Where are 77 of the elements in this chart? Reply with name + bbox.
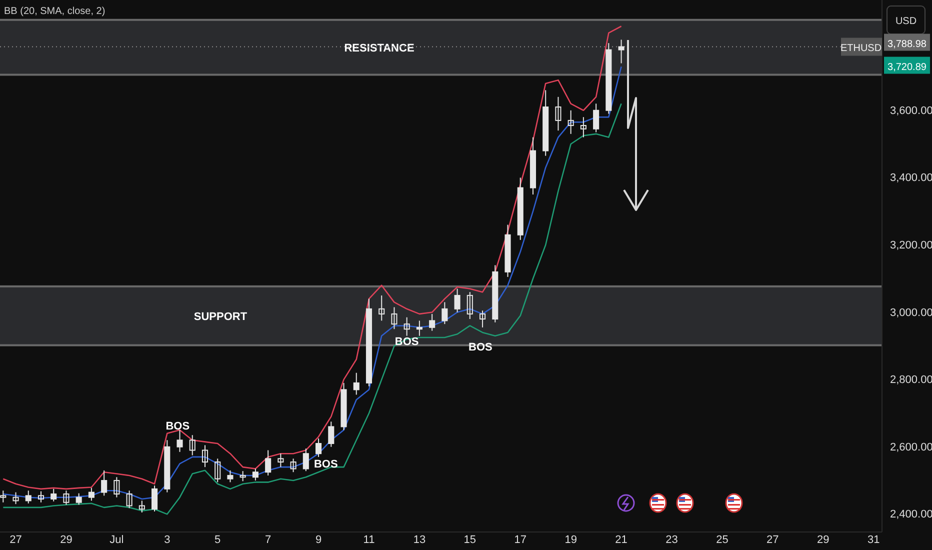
candlestick xyxy=(404,316,410,336)
text: USD xyxy=(895,16,917,27)
candlestick xyxy=(353,372,360,396)
candlestick xyxy=(466,292,473,320)
y-tick-label: 3,000.00 xyxy=(890,306,932,319)
y-tick-label: 2,600.00 xyxy=(890,441,932,454)
x-tick-label: 27 xyxy=(10,534,22,546)
x-tick-label: 23 xyxy=(666,534,678,546)
x-tick-label: 17 xyxy=(514,534,526,546)
x-tick-label: 31 xyxy=(867,534,880,546)
annotation: BOS xyxy=(314,458,338,471)
y-tick-label: 3,200.00 xyxy=(890,239,932,252)
candlestick xyxy=(189,434,196,456)
candlestick xyxy=(316,438,322,458)
candlestick xyxy=(555,96,562,132)
candlestick xyxy=(593,103,600,133)
annotation: BOS xyxy=(468,341,492,354)
candlestick xyxy=(76,492,82,506)
candlestick xyxy=(429,313,436,332)
annotation: BB (20, SMA, close, 2) xyxy=(4,6,106,17)
y-tick-label: 3,600.00 xyxy=(890,104,932,117)
annotation: BOS xyxy=(394,336,419,348)
x-tick-label: 27 xyxy=(766,534,779,546)
candlestick xyxy=(126,490,132,509)
candlestick xyxy=(416,320,422,336)
candlestick xyxy=(38,490,44,503)
candlestick xyxy=(88,487,94,502)
x-tick-label: 25 xyxy=(716,534,728,546)
candlestick xyxy=(290,458,296,473)
candlestick xyxy=(454,288,460,313)
candlestick xyxy=(63,490,70,506)
x-tick-label: Jul xyxy=(110,534,124,546)
candlestick xyxy=(101,470,108,496)
candlestick xyxy=(25,490,32,504)
y-tick-label: 2,400.00 xyxy=(890,508,932,521)
x-tick-label: 9 xyxy=(315,534,322,546)
annotation: ETHUSD xyxy=(840,42,882,54)
candlestick xyxy=(265,450,272,476)
text: 3,720.89 xyxy=(888,62,927,73)
x-tick-label: 29 xyxy=(817,534,830,546)
candlestick xyxy=(227,470,234,483)
candlestick xyxy=(152,485,158,512)
band-label: SUPPORT xyxy=(194,310,248,323)
candlestick xyxy=(328,421,334,448)
candlestick xyxy=(378,294,385,322)
candlestick xyxy=(580,116,586,138)
x-tick-label: 15 xyxy=(464,534,476,546)
x-tick-label: 7 xyxy=(265,534,272,546)
x-tick-label: 13 xyxy=(413,534,426,546)
text: 3,788.98 xyxy=(888,38,927,50)
candlestick xyxy=(50,488,57,502)
candlestick xyxy=(176,430,183,452)
y-tick-label: 3,400.00 xyxy=(890,172,932,184)
candlestick xyxy=(214,458,221,483)
candlestick xyxy=(568,110,574,134)
candlestick xyxy=(618,39,624,64)
candlestick xyxy=(278,453,284,468)
candlestick xyxy=(114,476,120,498)
x-tick-label: 5 xyxy=(214,534,221,546)
band-label: RESISTANCE xyxy=(344,42,414,54)
x-tick-label: 3 xyxy=(164,534,170,546)
candlestick xyxy=(302,448,309,472)
candlestick xyxy=(12,492,19,505)
x-tick-label: 29 xyxy=(60,534,72,546)
x-tick-label: 19 xyxy=(564,534,577,546)
candlestick xyxy=(0,490,6,503)
candlestick xyxy=(202,444,208,468)
candlestick xyxy=(391,306,398,330)
candlestick xyxy=(138,500,145,513)
candlestick xyxy=(252,468,258,482)
y-tick-label: 2,800.00 xyxy=(890,374,932,386)
candlestick xyxy=(240,470,246,482)
x-tick-label: 11 xyxy=(363,534,375,546)
candlestick xyxy=(442,302,448,325)
candlestick xyxy=(480,310,486,328)
x-tick-label: 21 xyxy=(615,534,628,546)
annotation: BOS xyxy=(166,420,190,433)
